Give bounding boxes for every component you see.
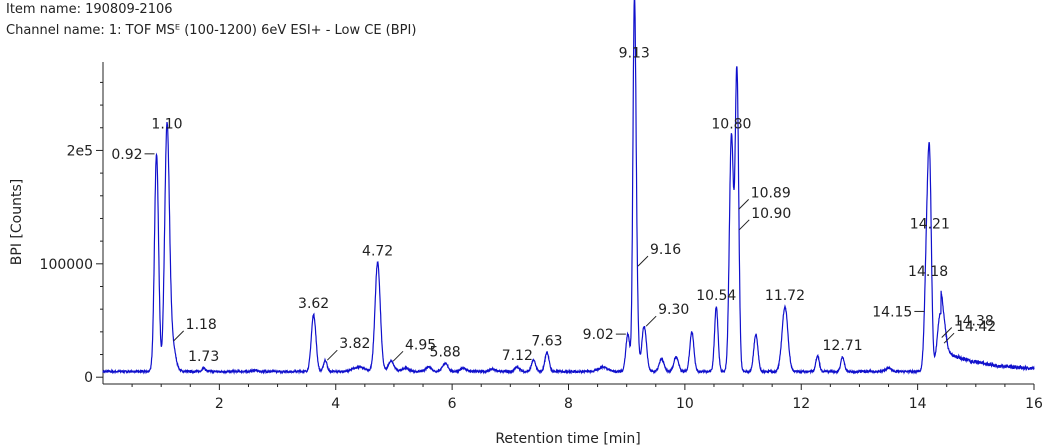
x-tick-label: 6 [448, 396, 457, 412]
peak-label: 1.18 [173, 317, 217, 342]
peak-label-text: 1.73 [188, 349, 219, 365]
peak-label-text: 5.88 [430, 345, 461, 361]
peak-label-text: 11.72 [765, 288, 805, 304]
peak-label-text: 14.18 [908, 264, 948, 280]
peak-leader-line [637, 255, 649, 267]
peak-label: 10.89 [738, 185, 791, 210]
peak-label: 0.92 [111, 147, 155, 163]
peak-label-text: 1.10 [151, 117, 182, 133]
peak-label: 9.13 [619, 45, 650, 61]
peak-label: 9.30 [645, 302, 689, 327]
x-tick-label: 4 [331, 396, 340, 412]
peak-label: 1.73 [188, 349, 219, 365]
axes: 2 4 6 8 10 12 14 16 0 100000 2e5 [40, 62, 1043, 412]
peak-leader-line [392, 350, 404, 362]
y-axis-label: BPI [Counts] [9, 179, 25, 265]
peak-label-text: 9.13 [619, 45, 650, 61]
peak-leader-line [738, 219, 750, 231]
peak-label-text: 3.62 [298, 296, 329, 312]
peak-label: 3.82 [326, 336, 370, 361]
peak-label-text: 4.72 [362, 244, 393, 260]
peak-label-text: 9.30 [658, 302, 689, 318]
peak-label: 3.62 [298, 296, 329, 312]
peak-label: 7.63 [531, 333, 562, 349]
trace-layer [102, 0, 1035, 375]
peak-label: 14.18 [908, 264, 948, 280]
x-tick-label: 16 [1025, 396, 1043, 412]
peak-leader-line [645, 315, 657, 327]
peak-label-text: 10.54 [696, 288, 736, 304]
x-tick-label: 2 [215, 396, 224, 412]
bpi-trace-line [102, 0, 1035, 375]
peak-label: 14.15 [872, 304, 925, 320]
peak-label-text: 14.15 [872, 304, 912, 320]
peak-leader-line [941, 327, 953, 338]
x-axis-label: Retention time [min] [495, 431, 640, 447]
peak-label: 10.90 [738, 206, 791, 231]
peak-label: 4.72 [362, 244, 393, 260]
peak-label: 5.88 [430, 345, 461, 361]
peak-label-text: 4.95 [405, 337, 436, 353]
y-tick-label: 0 [84, 370, 93, 386]
peak-labels: 0.92 1.10 1.18 1.73 3.62 3.82 4.72 4.955.88 7.12… [111, 45, 996, 365]
peak-label-text: 14.42 [956, 319, 996, 335]
peak-leader-line [326, 349, 338, 361]
peak-label-text: 9.16 [650, 242, 681, 258]
peak-label-text: 0.92 [111, 147, 142, 163]
peak-label-text: 10.80 [711, 117, 751, 133]
peak-label: 14.38 [941, 314, 994, 338]
peak-label: 11.72 [765, 288, 805, 304]
peak-label-text: 1.18 [186, 317, 217, 333]
peak-label: 10.80 [711, 117, 751, 133]
y-tick-label: 2e5 [67, 143, 93, 159]
peak-leader-line [173, 330, 185, 342]
peak-label-text: 10.89 [751, 185, 791, 201]
x-tick-label: 10 [676, 396, 694, 412]
peak-label: 9.02 [583, 327, 626, 343]
peak-label: 12.71 [823, 338, 863, 354]
peak-label: 10.54 [696, 288, 736, 304]
peak-label: 14.42 [943, 319, 996, 344]
peak-label: 1.10 [151, 117, 182, 133]
x-tick-label: 14 [909, 396, 927, 412]
x-tick-label: 8 [564, 396, 573, 412]
channel-name: Channel name: 1: TOF MSᴱ (100-1200) 6eV … [6, 23, 417, 38]
peak-label-text: 9.02 [583, 327, 614, 343]
peak-label: 9.16 [637, 242, 681, 267]
x-tick-label: 12 [792, 396, 810, 412]
peak-label-text: 14.38 [954, 314, 994, 330]
peak-label-text: 7.63 [531, 333, 562, 349]
peak-leader-line [943, 332, 955, 344]
item-name: Item name: 190809-2106 [6, 2, 173, 17]
peak-label-text: 7.12 [502, 348, 533, 364]
y-tick-label: 100000 [40, 257, 93, 273]
peak-label: 14.21 [910, 216, 950, 232]
peak-label-text: 10.90 [751, 206, 791, 222]
peak-label: 4.95 [392, 337, 436, 362]
peak-leader-line [738, 199, 750, 210]
peak-label-text: 12.71 [823, 338, 863, 354]
peak-label-text: 14.21 [910, 216, 950, 232]
peak-label-text: 3.82 [339, 336, 370, 352]
peak-label: 7.12 [502, 348, 533, 364]
